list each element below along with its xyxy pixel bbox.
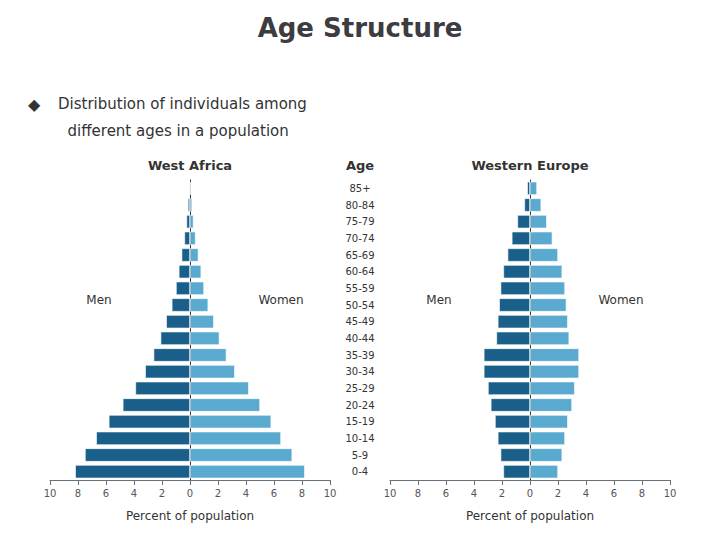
svg-text:4: 4 (583, 488, 589, 499)
svg-text:25-29: 25-29 (345, 383, 374, 394)
svg-text:4: 4 (131, 488, 137, 499)
svg-text:10: 10 (664, 488, 677, 499)
svg-text:different ages in a population: different ages in a population (58, 122, 289, 140)
svg-text:40-44: 40-44 (345, 333, 374, 344)
svg-text:8: 8 (299, 488, 305, 499)
svg-text:30-34: 30-34 (345, 366, 374, 377)
svg-text:45-49: 45-49 (345, 316, 374, 327)
svg-text:4: 4 (471, 488, 477, 499)
svg-text:10-14: 10-14 (345, 433, 374, 444)
svg-text:West Africa: West Africa (148, 158, 232, 173)
svg-text:20-24: 20-24 (345, 400, 374, 411)
svg-text:4: 4 (243, 488, 249, 499)
svg-text:2: 2 (215, 488, 221, 499)
svg-text:6: 6 (443, 488, 449, 499)
svg-text:Percent of population: Percent of population (466, 509, 594, 523)
svg-text:Women: Women (598, 293, 643, 307)
svg-text:80-84: 80-84 (345, 200, 374, 211)
svg-text:8: 8 (415, 488, 421, 499)
svg-text:Distribution of individuals am: Distribution of individuals among (58, 95, 307, 113)
svg-text:6: 6 (103, 488, 109, 499)
svg-text:0: 0 (187, 488, 193, 499)
svg-text:35-39: 35-39 (345, 350, 374, 361)
svg-text:6: 6 (271, 488, 277, 499)
svg-text:8: 8 (75, 488, 81, 499)
svg-text:Men: Men (86, 293, 111, 307)
svg-text:6: 6 (611, 488, 617, 499)
svg-text:5-9: 5-9 (352, 450, 368, 461)
svg-text:0: 0 (527, 488, 533, 499)
svg-text:Age Structure: Age Structure (258, 13, 463, 43)
svg-text:75-79: 75-79 (345, 216, 374, 227)
svg-text:10: 10 (324, 488, 337, 499)
svg-text:8: 8 (639, 488, 645, 499)
svg-text:Percent of population: Percent of population (126, 509, 254, 523)
svg-text:15-19: 15-19 (345, 416, 374, 427)
svg-text:85+: 85+ (349, 183, 370, 194)
svg-text:Women: Women (258, 293, 303, 307)
svg-text:2: 2 (499, 488, 505, 499)
svg-text:2: 2 (555, 488, 561, 499)
svg-text:65-69: 65-69 (345, 250, 374, 261)
svg-text:10: 10 (44, 488, 57, 499)
svg-text:Western Europe: Western Europe (471, 158, 588, 173)
svg-text:50-54: 50-54 (345, 300, 374, 311)
svg-text:0-4: 0-4 (352, 466, 368, 477)
svg-text:10: 10 (384, 488, 397, 499)
svg-text:60-64: 60-64 (345, 266, 374, 277)
svg-text:70-74: 70-74 (345, 233, 374, 244)
svg-text:Men: Men (426, 293, 451, 307)
svg-text:2: 2 (159, 488, 165, 499)
svg-text:Age: Age (346, 158, 374, 173)
svg-text:◆: ◆ (28, 95, 41, 114)
svg-text:55-59: 55-59 (345, 283, 374, 294)
